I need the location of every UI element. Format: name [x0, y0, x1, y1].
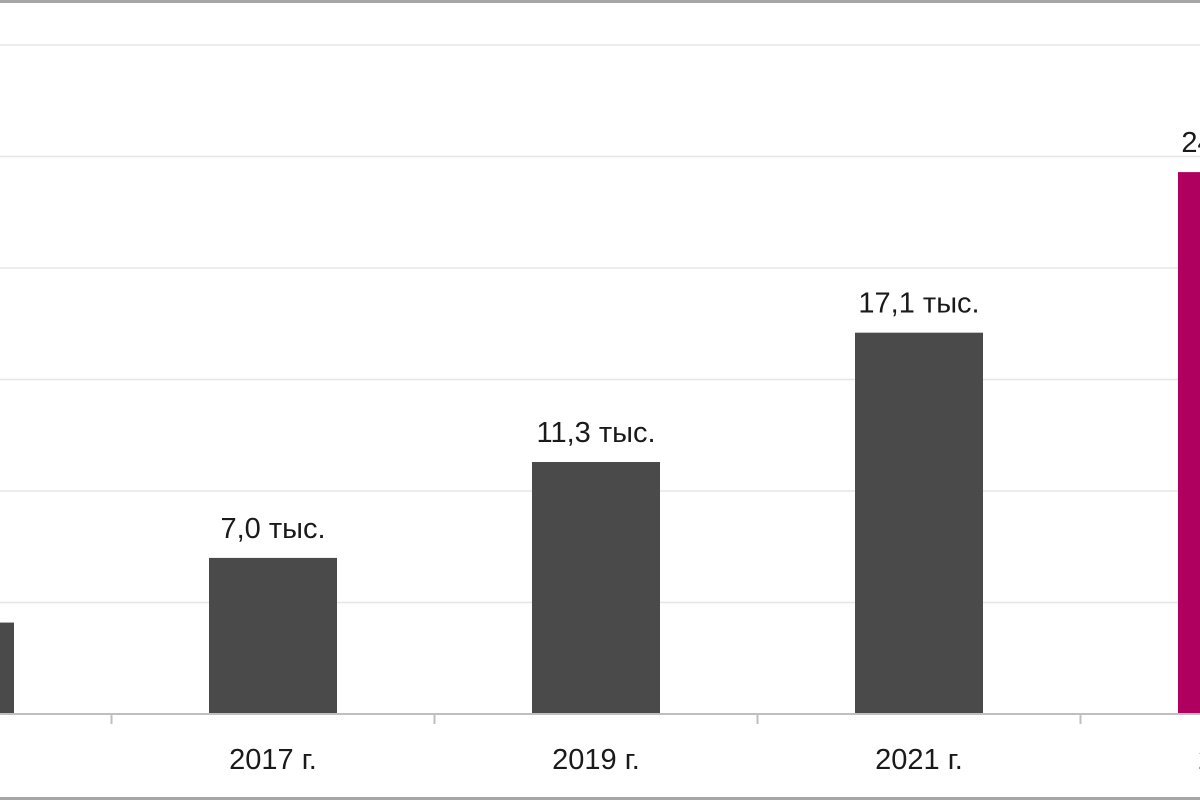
- gridlines: [0, 44, 1200, 604]
- data-label: 11,3 тыс.: [536, 417, 655, 449]
- x-tick-label: 2019 г.: [552, 744, 640, 776]
- data-label: 7,0 тыс.: [220, 513, 325, 545]
- bar: [855, 332, 983, 714]
- data-label: 4,1 тыс.: [0, 578, 3, 610]
- bar-chart: 4,1 тыс. 7,0 тыс. 11,3 тыс. 17,1 тыс. 24,3 т…: [0, 44, 1200, 776]
- bar: [0, 622, 14, 714]
- data-label: 17,1 тыс.: [858, 288, 979, 320]
- data-label: 24,3 тыс.: [1181, 127, 1200, 159]
- data-labels: 4,1 тыс. 7,0 тыс. 11,3 тыс. 17,1 тыс. 24,3 т…: [0, 127, 1200, 609]
- x-axis-ticks: [110, 714, 1082, 724]
- bar: [532, 462, 660, 714]
- bar: [1178, 172, 1200, 715]
- bar: [209, 557, 337, 714]
- bars: [0, 172, 1200, 715]
- x-axis-labels: 2015 г.2017 г.2019 г.2021 г.2023 г.: [229, 744, 1200, 776]
- x-tick-label: 2017 г.: [229, 744, 317, 776]
- x-tick-label: 2021 г.: [875, 744, 963, 776]
- x-tick-label: 2023 г.: [1198, 744, 1200, 776]
